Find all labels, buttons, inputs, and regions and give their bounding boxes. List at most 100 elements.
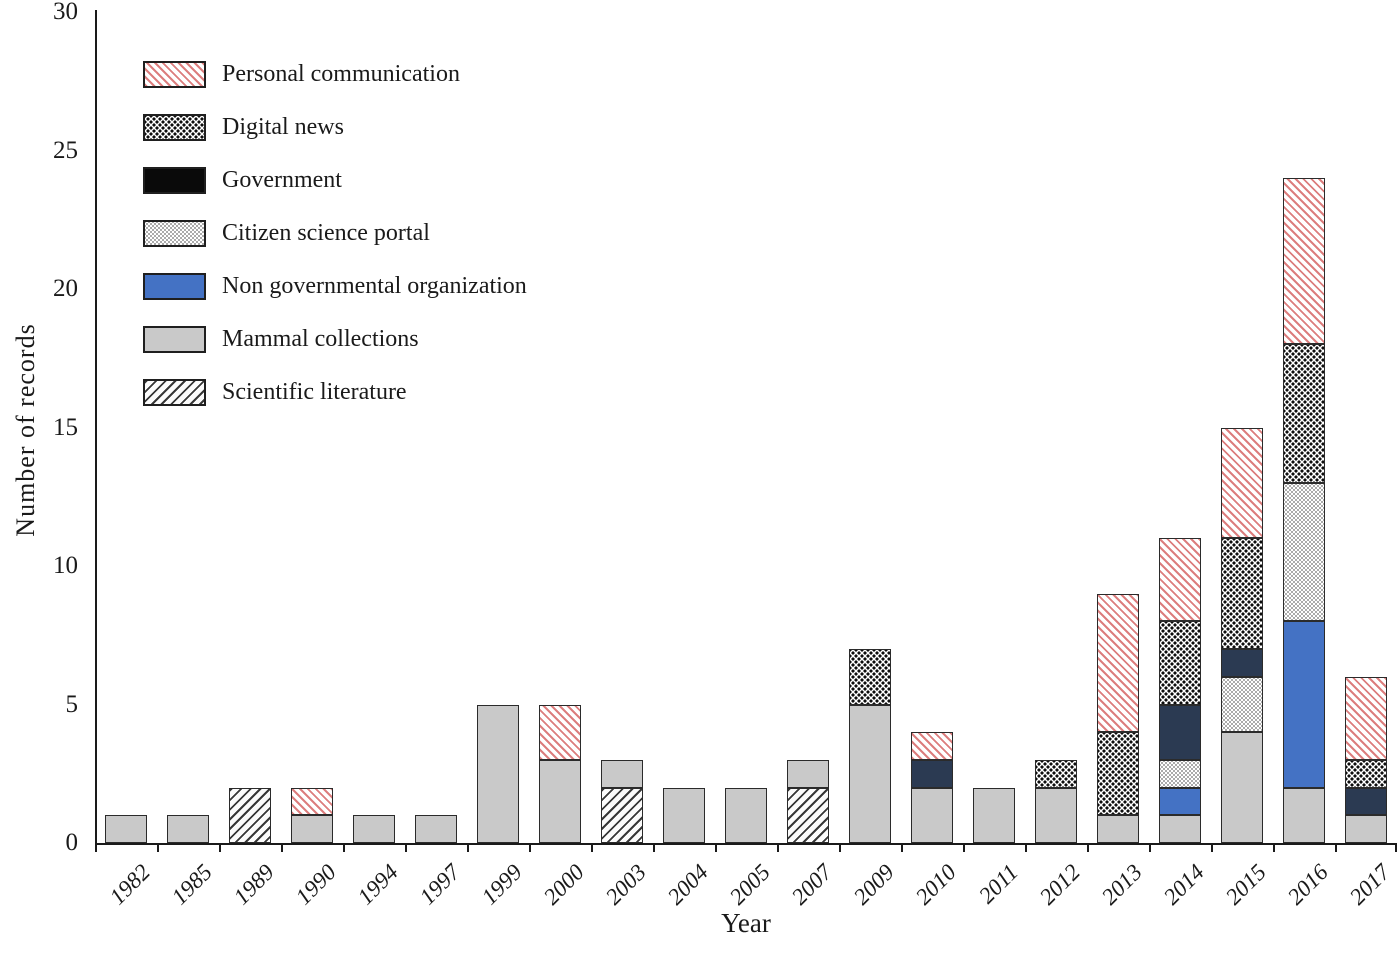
x-tick-mark	[1211, 845, 1213, 852]
segment-government-2017	[1345, 787, 1387, 816]
x-tick-mark	[653, 845, 655, 852]
segment-mammal-2015	[1221, 732, 1263, 843]
bar-2011	[973, 787, 1015, 843]
segment-ngo-2016	[1283, 621, 1325, 788]
segment-digital-2013	[1097, 732, 1139, 816]
bar-1994	[353, 815, 395, 843]
segment-personal-2017	[1345, 676, 1387, 760]
x-tick-mark	[901, 845, 903, 852]
y-tick-label: 15	[53, 413, 78, 441]
segment-mammal-1999	[477, 704, 519, 843]
legend-swatch-citizen	[143, 220, 206, 247]
x-tick-mark	[219, 845, 221, 852]
bar-2013	[1097, 593, 1139, 843]
x-tick-mark	[467, 845, 469, 852]
segment-mammal-2009	[849, 704, 891, 843]
legend-item-personal: Personal communication	[143, 48, 527, 101]
segment-personal-2010	[911, 732, 953, 760]
x-tick-mark	[715, 845, 717, 852]
legend-item-citizen: Citizen science portal	[143, 207, 527, 260]
segment-personal-2015	[1221, 427, 1263, 539]
legend-item-ngo: Non governmental organization	[143, 260, 527, 313]
segment-citizen-2015	[1221, 676, 1263, 733]
segment-personal-2014	[1159, 538, 1201, 622]
legend-item-government: Government	[143, 154, 527, 207]
bar-2017	[1345, 676, 1387, 843]
segment-digital-2009	[849, 649, 891, 705]
segment-government-2010	[911, 759, 953, 788]
x-tick-mark	[963, 845, 965, 852]
segment-mammal-2005	[725, 787, 767, 843]
x-tick-mark	[1087, 845, 1089, 852]
bar-1999	[477, 704, 519, 843]
legend-item-digital: Digital news	[143, 101, 527, 154]
bar-2012	[1035, 759, 1077, 843]
segment-mammal-2000	[539, 759, 581, 843]
bar-2000	[539, 704, 581, 843]
x-tick-mark	[281, 845, 283, 852]
y-axis-line	[95, 10, 97, 844]
segment-mammal-2012	[1035, 787, 1077, 843]
x-tick-mark	[1395, 845, 1397, 852]
segment-citizen-2016	[1283, 482, 1325, 622]
segment-mammal-1997	[415, 815, 457, 843]
segment-mammal-1985	[167, 815, 209, 843]
legend-swatch-scilit	[143, 379, 206, 406]
bar-2003	[601, 759, 643, 843]
segment-mammal-2013	[1097, 815, 1139, 843]
segment-digital-2016	[1283, 344, 1325, 483]
segment-personal-2013	[1097, 593, 1139, 733]
legend-swatch-personal	[143, 61, 206, 88]
y-tick-label: 10	[53, 552, 78, 579]
x-tick-mark	[1335, 845, 1337, 852]
y-tick-label: 0	[65, 829, 79, 856]
x-axis-title: Year	[721, 908, 771, 938]
bar-2015	[1221, 427, 1263, 843]
x-tick-mark	[1025, 845, 1027, 852]
x-tick-mark	[343, 845, 345, 852]
x-tick-mark	[1149, 845, 1151, 852]
legend-swatch-mammal	[143, 326, 206, 353]
bar-2005	[725, 787, 767, 843]
x-tick-mark	[1273, 845, 1275, 852]
legend-label-citizen: Citizen science portal	[222, 220, 430, 246]
segment-mammal-2004	[663, 787, 705, 843]
segment-mammal-2016	[1283, 787, 1325, 843]
x-tick-mark	[839, 845, 841, 852]
segment-mammal-2017	[1345, 815, 1387, 843]
bar-1982	[105, 815, 147, 843]
bar-1989	[229, 787, 271, 843]
legend-item-scilit: Scientific literature	[143, 366, 527, 419]
segment-citizen-2014	[1159, 759, 1201, 788]
bar-2004	[663, 787, 705, 843]
legend-item-mammal: Mammal collections	[143, 313, 527, 366]
segment-mammal-2003	[601, 759, 643, 788]
x-tick-mark	[157, 845, 159, 852]
bar-1985	[167, 815, 209, 843]
x-tick-mark	[529, 845, 531, 852]
x-tick-mark	[777, 845, 779, 852]
segment-digital-2014	[1159, 621, 1201, 705]
segment-ngo-2014	[1159, 787, 1201, 816]
segment-personal-2016	[1283, 178, 1325, 345]
y-tick-label: 30	[53, 0, 78, 25]
segment-scilit-2003	[601, 787, 643, 843]
segment-mammal-2007	[787, 759, 829, 788]
y-tick-label: 5	[65, 690, 79, 718]
segment-personal-1990	[291, 787, 333, 816]
segment-personal-2000	[539, 704, 581, 760]
segment-mammal-2011	[973, 787, 1015, 843]
segment-digital-2017	[1345, 759, 1387, 788]
segment-digital-2015	[1221, 538, 1263, 650]
segment-mammal-2010	[911, 787, 953, 843]
y-tick-label: 20	[53, 275, 78, 302]
segment-digital-2012	[1035, 759, 1077, 788]
x-tick-mark	[405, 845, 407, 852]
bar-1997	[415, 815, 457, 843]
x-tick-mark	[591, 845, 593, 852]
legend-swatch-government	[143, 167, 206, 194]
legend-label-mammal: Mammal collections	[222, 326, 419, 352]
legend-label-personal: Personal communication	[222, 61, 460, 87]
x-tick-mark	[95, 845, 97, 852]
